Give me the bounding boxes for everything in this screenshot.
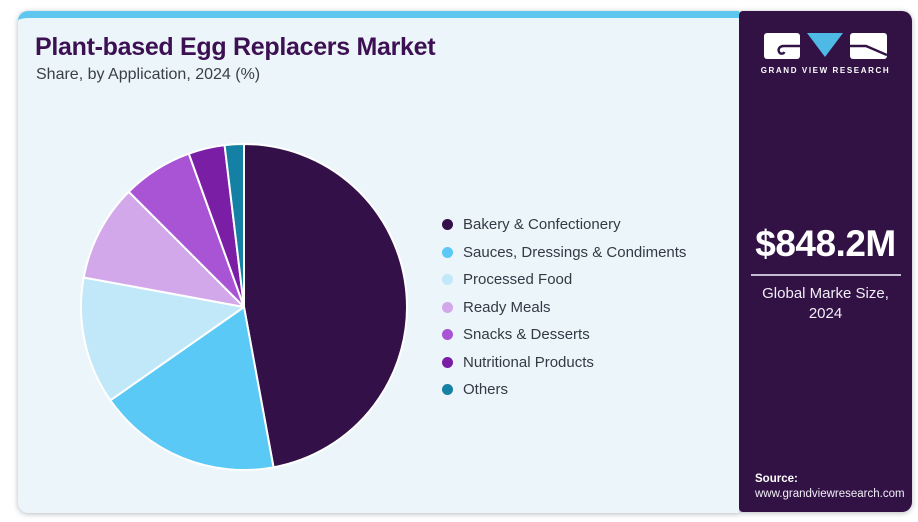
pie-slice-0: [243, 143, 408, 469]
logo-v-icon: [807, 33, 843, 57]
pie-slice-2: [80, 276, 245, 402]
market-size-value: $848.2M: [755, 223, 896, 264]
market-size-divider: [750, 274, 901, 276]
legend-item: Others: [442, 381, 686, 398]
source-label: Source:: [755, 473, 798, 485]
legend-item: Processed Food: [442, 271, 686, 288]
legend-color-dot: [442, 301, 453, 313]
page-title: Plant-based Egg Replacers Market: [35, 33, 436, 61]
pie-chart-container: [78, 141, 410, 473]
legend-label: Nutritional Products: [463, 353, 594, 371]
legend-label: Ready Meals: [463, 298, 551, 316]
pie-chart: [80, 143, 408, 471]
market-size-label-line1: Global Marke Size,: [762, 285, 889, 302]
logo-r-icon: [850, 33, 887, 59]
gvr-logo: GRAND VIEW RESEARCH: [739, 33, 912, 75]
legend-item: Bakery & Confectionery: [442, 216, 686, 233]
legend-color-dot: [442, 274, 453, 285]
logo-wordmark: GRAND VIEW RESEARCH: [760, 66, 891, 75]
infographic-card: Plant-based Egg Replacers Market Share, …: [18, 11, 912, 513]
legend-item: Sauces, Dressings & Condiments: [442, 243, 687, 261]
legend: Bakery & Confectionery Sauces, Dressings …: [442, 216, 687, 398]
legend-item: Snacks & Desserts: [442, 326, 686, 343]
legend-color-dot: [442, 329, 453, 340]
page-subtitle: Share, by Application, 2024 (%): [36, 66, 261, 83]
gvr-logo-icon: [764, 33, 887, 59]
legend-color-dot: [442, 246, 453, 258]
chart-panel: Plant-based Egg Replacers Market Share, …: [18, 11, 739, 513]
legend-label: Sauces, Dressings & Condiments: [463, 243, 687, 261]
legend-color-dot: [442, 356, 453, 368]
legend-item: Nutritional Products: [442, 353, 686, 371]
legend-item: Ready Meals: [442, 298, 686, 316]
legend-label: Bakery & Confectionery: [463, 216, 621, 233]
legend-color-dot: [442, 219, 453, 230]
sidebar: GRAND VIEW RESEARCH $848.2M Global Marke…: [739, 11, 912, 512]
market-size-label-line2: 2024: [808, 305, 843, 323]
legend-label: Snacks & Desserts: [463, 326, 590, 343]
legend-label: Others: [463, 381, 509, 398]
pie-slice-1: [109, 306, 275, 471]
pie-slice-3: [82, 190, 245, 308]
legend-label: Processed Food: [463, 271, 573, 288]
source-block: Source: www.grandviewresearch.com: [755, 473, 906, 500]
market-size-label: Global Marke Size, 2024: [739, 284, 912, 325]
logo-g-icon: [764, 33, 800, 59]
legend-color-dot: [442, 384, 453, 395]
pie-slice-6: [223, 143, 245, 308]
market-size-block: $848.2M Global Marke Size, 2024: [739, 223, 912, 325]
source-url: www.grandviewresearch.com: [755, 488, 905, 500]
